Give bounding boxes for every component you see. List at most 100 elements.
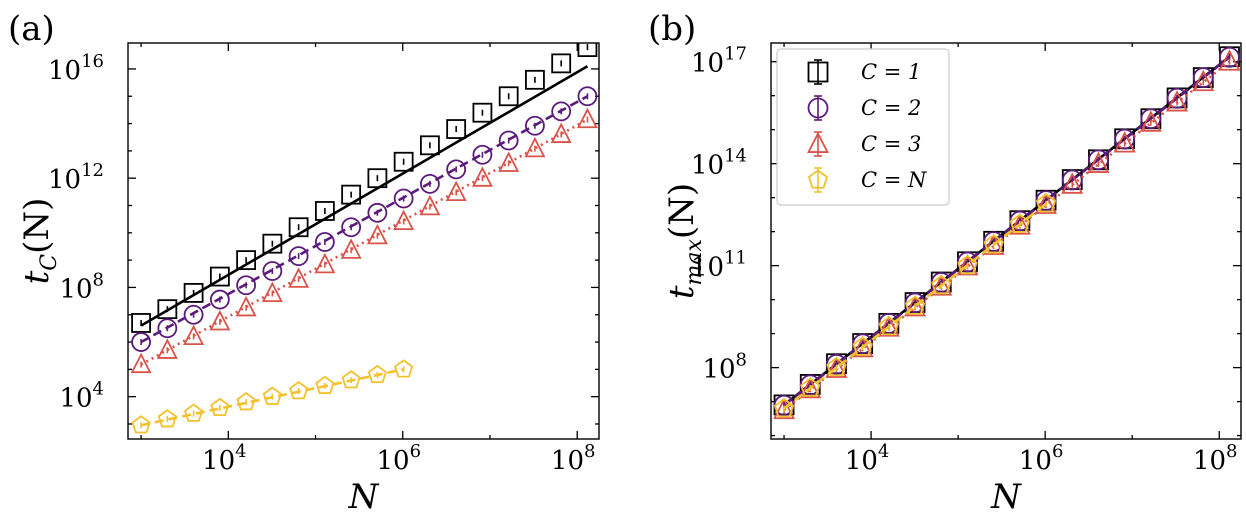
data-point — [956, 253, 979, 276]
data-point — [262, 261, 283, 281]
data-point — [288, 246, 309, 267]
data-point — [1192, 67, 1214, 89]
plot-area — [773, 46, 1241, 420]
data-point — [236, 250, 257, 271]
data-point — [471, 166, 493, 187]
y-axis-label: tmax(N) — [662, 183, 707, 299]
data-point — [419, 194, 441, 216]
data-point — [525, 115, 545, 136]
series-CN — [131, 359, 414, 434]
data-point — [1114, 128, 1136, 150]
legend-entry: C = 2 — [807, 95, 921, 121]
data-point — [1087, 151, 1110, 173]
panel-tag: (a) — [8, 9, 55, 49]
data-point — [157, 409, 177, 428]
legend-entry: C = 3 — [807, 131, 921, 157]
data-point — [341, 370, 361, 389]
data-point — [1061, 169, 1083, 191]
data-point — [576, 107, 598, 129]
data-point — [577, 86, 598, 107]
data-point — [1219, 46, 1240, 68]
data-point — [131, 313, 151, 333]
data-point — [445, 180, 467, 202]
y-tick-label: 1017 — [691, 44, 747, 79]
data-point — [314, 201, 335, 221]
data-point — [851, 335, 874, 358]
data-point — [131, 332, 151, 352]
data-point — [288, 267, 310, 288]
series-C1 — [131, 43, 598, 333]
data-point — [315, 375, 335, 394]
legend-entry: C = 1 — [807, 59, 921, 85]
data-point — [156, 338, 178, 359]
data-point — [1113, 131, 1136, 153]
data-point — [931, 274, 952, 295]
data-point — [826, 357, 847, 377]
data-point — [773, 398, 795, 418]
y-tick-label: 1011 — [691, 248, 747, 283]
x-axis-label: N — [990, 477, 1022, 517]
fit-line — [783, 56, 1231, 407]
legend: C = 1 C = 2 C = 3 C = N — [776, 48, 950, 206]
data-point — [446, 159, 467, 180]
plot-area — [130, 43, 598, 434]
data-point — [983, 234, 1004, 254]
data-point — [130, 352, 152, 374]
legend-marker — [807, 61, 829, 83]
data-point — [289, 380, 309, 400]
data-point — [550, 122, 572, 143]
data-point — [157, 318, 178, 339]
x-tick-label: 104 — [845, 441, 890, 476]
data-point — [262, 233, 283, 254]
data-point — [1218, 49, 1241, 71]
data-point — [420, 173, 440, 194]
panel-tag: (b) — [648, 9, 696, 49]
y-tick-label: 1012 — [48, 160, 104, 195]
data-point — [341, 184, 362, 205]
data-point — [236, 392, 256, 411]
y-tick-label: 1014 — [691, 146, 747, 181]
data-point — [314, 252, 336, 274]
data-point — [341, 217, 362, 238]
data-point — [394, 359, 414, 378]
fit-line — [140, 65, 589, 327]
data-point — [183, 403, 204, 422]
x-tick-label: 106 — [376, 441, 421, 476]
data-point — [209, 289, 230, 310]
data-point — [1166, 87, 1188, 109]
data-point — [340, 238, 362, 259]
legend-entry: C = N — [807, 167, 927, 193]
data-point — [1166, 90, 1189, 112]
legend-marker — [807, 97, 829, 119]
data-point — [904, 295, 927, 317]
data-point — [157, 299, 178, 320]
legend-label: C = 3 — [861, 132, 921, 156]
data-point — [393, 151, 414, 172]
data-point — [209, 309, 231, 331]
data-point — [498, 86, 519, 107]
data-point — [446, 119, 467, 139]
data-point — [183, 324, 205, 346]
legend-marker — [807, 131, 829, 153]
data-point — [1009, 213, 1030, 233]
axes-frame — [770, 42, 1242, 440]
data-point — [551, 101, 572, 122]
data-point — [183, 283, 204, 303]
data-point — [1140, 108, 1162, 130]
series-C2 — [131, 86, 598, 352]
data-point — [773, 397, 796, 420]
data-point — [209, 266, 230, 287]
data-point — [393, 188, 414, 209]
data-point — [1192, 69, 1215, 92]
data-point — [472, 144, 493, 165]
data-point — [877, 315, 900, 337]
data-point — [498, 151, 520, 172]
axis-ticks — [128, 43, 599, 439]
data-point — [800, 377, 821, 397]
series-CN — [773, 193, 1057, 418]
data-point — [261, 281, 283, 303]
series-C3 — [130, 107, 598, 374]
data-point — [1035, 193, 1057, 213]
data-point — [393, 209, 415, 231]
data-point — [131, 415, 151, 434]
